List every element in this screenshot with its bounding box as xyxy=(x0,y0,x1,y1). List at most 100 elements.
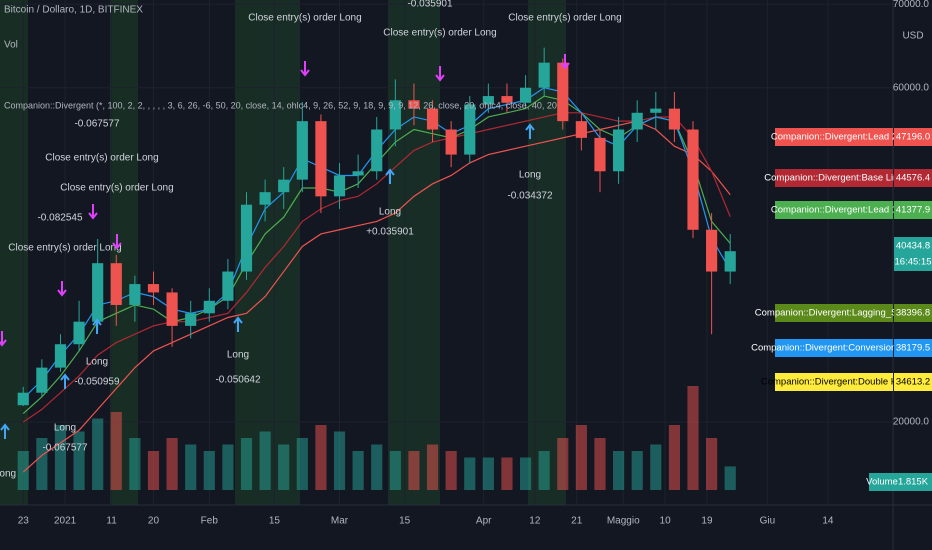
exit-marker xyxy=(560,54,570,70)
last-price-tag xyxy=(894,237,932,271)
x-tick-label: 12 xyxy=(529,516,541,527)
candle-body xyxy=(315,121,327,197)
volume-bar xyxy=(687,386,699,490)
x-tick-label: Mar xyxy=(331,516,349,527)
volume-bar xyxy=(538,451,550,490)
indicator-line xyxy=(22,112,731,423)
annotation: Long xyxy=(519,170,541,181)
candle-body xyxy=(445,129,457,155)
volume-bar xyxy=(426,444,439,490)
x-tick-label: Giu xyxy=(760,516,776,527)
candle-body xyxy=(92,263,104,322)
volume-bar xyxy=(706,438,718,490)
candle-body xyxy=(724,251,736,272)
candle-body xyxy=(557,62,569,122)
entry-marker xyxy=(525,123,535,139)
exit-marker xyxy=(300,61,310,77)
candle-body xyxy=(203,300,215,314)
volume-bar xyxy=(594,438,606,490)
volume-bar xyxy=(36,438,48,490)
price-tag-value: 38179.5 xyxy=(896,343,930,354)
volume-bar xyxy=(575,425,587,490)
exit-marker xyxy=(435,66,445,82)
price-tag-value: 47196.0 xyxy=(896,132,930,143)
annotation: -0.050642 xyxy=(215,375,260,386)
volume-bar xyxy=(240,438,253,490)
x-tick-label: 10 xyxy=(660,516,672,527)
candle-body xyxy=(706,229,718,272)
volume-bar xyxy=(166,438,178,490)
annotation: Long xyxy=(227,350,249,361)
annotation: -0.050959 xyxy=(74,377,119,388)
candle-body xyxy=(129,284,141,305)
volume-title: Vol xyxy=(4,40,18,51)
candle-body xyxy=(613,129,625,172)
candle-body xyxy=(17,392,29,406)
candle-body xyxy=(631,112,643,130)
y-tick-label: 70000.0 xyxy=(893,0,930,10)
candle-body xyxy=(240,204,253,272)
candle-body xyxy=(408,100,420,109)
annotation: Long xyxy=(86,357,108,368)
candle-body xyxy=(687,129,699,230)
candle-body xyxy=(54,344,67,368)
x-tick-label: 21 xyxy=(571,516,583,527)
annotation: -0.082545 xyxy=(37,213,82,224)
price-tag xyxy=(894,339,932,357)
volume-bar xyxy=(73,431,85,490)
x-tick-label: 2021 xyxy=(54,516,77,527)
volume-bar xyxy=(333,431,346,490)
volume xyxy=(17,386,736,490)
indicator-title: Companion::Divergent (*, 100, 2, 2, , , … xyxy=(4,100,557,110)
countdown: 16:45:15 xyxy=(895,257,932,268)
last-price: 40434.8 xyxy=(896,241,930,252)
price-tag-value: 44576.4 xyxy=(896,173,930,184)
candle-body xyxy=(296,121,308,180)
volume-bar xyxy=(668,425,680,490)
candle-body xyxy=(147,284,160,293)
volume-bar xyxy=(185,444,197,490)
series-tag-name: Companion::Divergent:Lead 2 xyxy=(771,132,897,143)
volume-bar xyxy=(631,451,643,490)
x-tick-label: 11 xyxy=(106,516,117,527)
price-tag xyxy=(894,201,932,219)
series-tag xyxy=(775,201,893,219)
volume-bar xyxy=(371,444,383,490)
volume-bar xyxy=(352,451,364,490)
candle-body xyxy=(575,121,587,138)
series-tag-name: Companion::Divergent:Lagging_Span xyxy=(755,308,913,319)
volume-bar xyxy=(650,444,662,490)
price-tag xyxy=(894,128,932,146)
entry-marker xyxy=(60,373,70,389)
y-tick-label: 60000.0 xyxy=(893,82,930,93)
volume-bar xyxy=(203,451,215,490)
candle-body xyxy=(110,263,122,305)
annotation: Close entry(s) order Long xyxy=(8,243,121,254)
x-tick-label: 15 xyxy=(269,516,281,527)
annotation: Long xyxy=(54,423,76,434)
candle-body xyxy=(501,96,513,103)
candle-body xyxy=(464,104,476,155)
annotation: -0.034372 xyxy=(507,191,552,202)
price-tag-value: 38396.8 xyxy=(896,308,930,319)
series-tag-name: Companion::Divergent:Double Hull xyxy=(761,377,907,388)
exit-marker xyxy=(88,204,98,220)
x-tick-label: Apr xyxy=(476,516,492,527)
annotation: Close entry(s) order Long xyxy=(60,183,173,194)
price-tag-value: 34613.2 xyxy=(896,377,930,388)
x-tick-label: 19 xyxy=(701,516,713,527)
volume-bar xyxy=(389,451,401,490)
x-tick-label: Maggio xyxy=(607,516,640,527)
x-tick-label: 23 xyxy=(18,516,30,527)
volume-bar xyxy=(613,451,625,490)
volume-bar xyxy=(296,438,308,490)
candles xyxy=(17,47,736,407)
candle-body xyxy=(519,87,532,103)
candle-body xyxy=(36,367,48,393)
candle-body xyxy=(352,171,364,176)
series-tag xyxy=(775,169,893,187)
volume-bar xyxy=(557,438,569,490)
x-tick-label: 20 xyxy=(148,516,160,527)
price-tag xyxy=(894,373,932,391)
volume-bar xyxy=(259,431,271,490)
